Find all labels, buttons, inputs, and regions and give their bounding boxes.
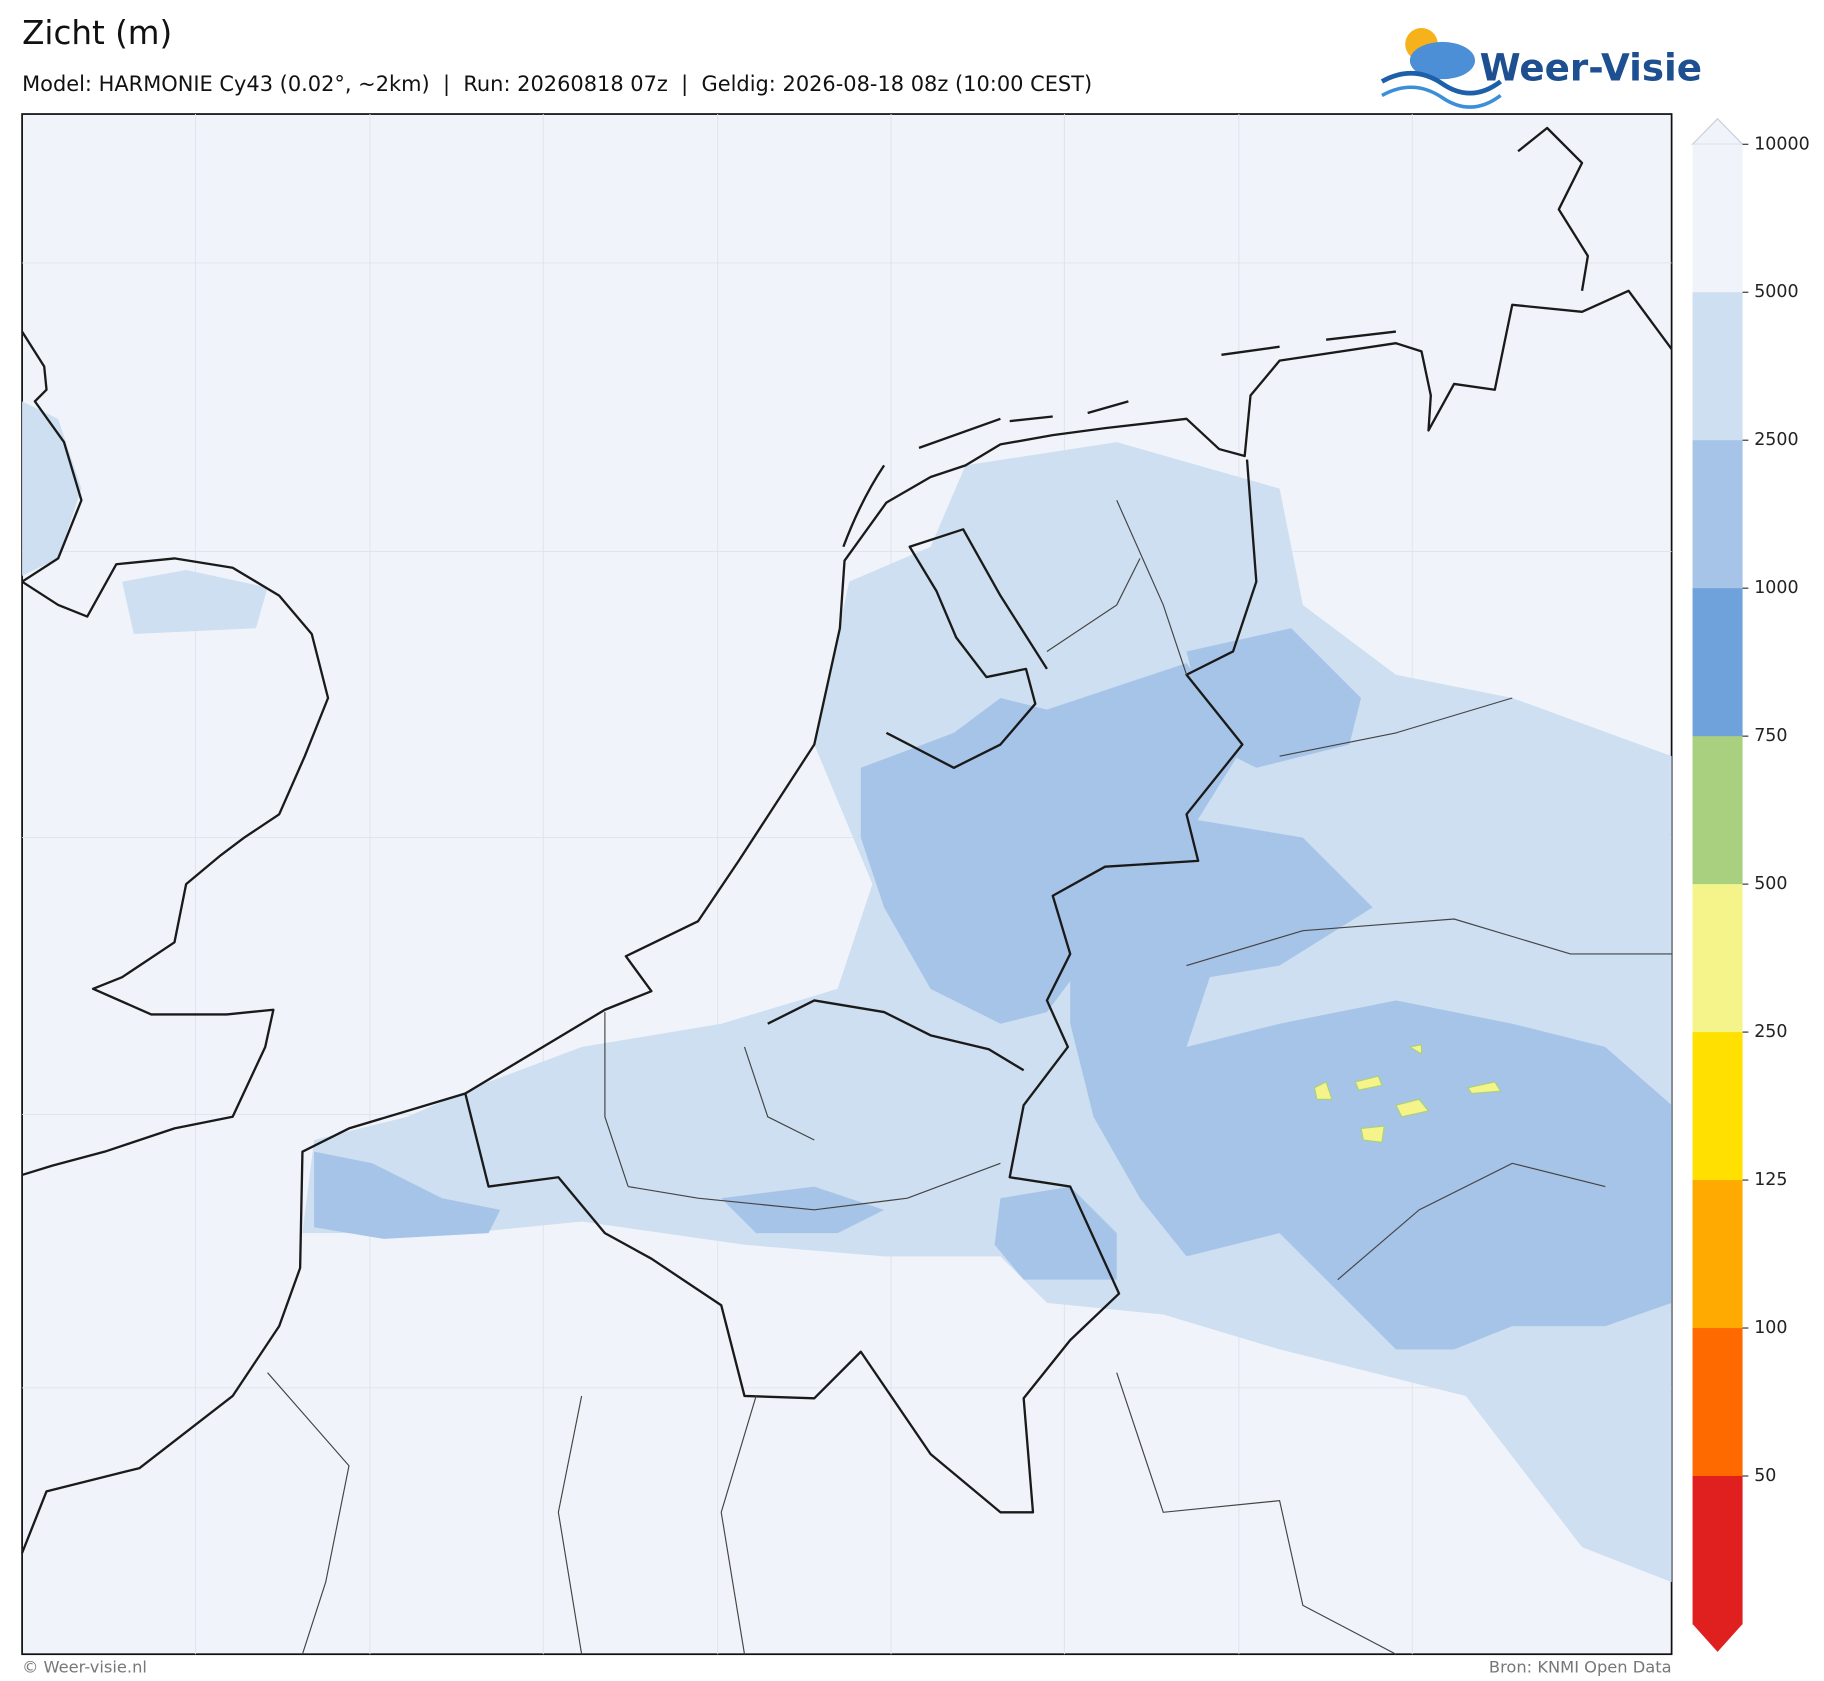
colorbar-tick-label: 100 — [1754, 1318, 1787, 1338]
colorbar-arrow-top — [1691, 117, 1744, 145]
colorbar-segment — [1692, 144, 1743, 293]
colorbar-arrow-bottom — [1692, 1623, 1743, 1652]
colorbar-tick-label: 1000 — [1754, 578, 1798, 598]
colorbar-tick-label: 10000 — [1754, 134, 1809, 154]
visibility-field — [22, 401, 1672, 1583]
title: Zicht (m) — [22, 14, 172, 52]
colorbar-tick-label: 750 — [1754, 726, 1787, 746]
colorbar-segment — [1692, 588, 1743, 737]
borders — [267, 459, 1672, 1655]
colorbar-segment — [1692, 1328, 1743, 1477]
colorbar-segment — [1692, 440, 1743, 589]
colorbar-segment — [1692, 1180, 1743, 1329]
colorbar-segment — [1692, 292, 1743, 441]
colorbar-tick-label: 125 — [1754, 1170, 1787, 1190]
colorbar-tick-label: 50 — [1754, 1466, 1776, 1486]
colorbar-segment — [1692, 1475, 1743, 1625]
colorbar: 10000 5000 2500 1000 750 500 250 125 100 50 — [1691, 117, 1810, 1652]
colorbar-segment — [1692, 1032, 1743, 1181]
colorbar-tick-label: 5000 — [1754, 282, 1798, 302]
logo-text: Weer-Visie — [1480, 45, 1702, 89]
footer-right: Bron: KNMI Open Data — [1489, 1658, 1672, 1677]
footer-left: © Weer-visie.nl — [22, 1658, 147, 1677]
colorbar-tick-label: 500 — [1754, 874, 1787, 894]
coastlines — [21, 126, 1673, 1554]
colorbar-segment — [1692, 884, 1743, 1033]
colorbar-segment — [1692, 736, 1743, 885]
map — [21, 113, 1673, 1656]
colorbar-tick-label: 250 — [1754, 1022, 1787, 1042]
logo: Weer-Visie — [1380, 27, 1702, 109]
colorbar-tick-label: 2500 — [1754, 430, 1798, 450]
subtitle: Model: HARMONIE Cy43 (0.02°, ~2km) | Run… — [22, 72, 1092, 97]
